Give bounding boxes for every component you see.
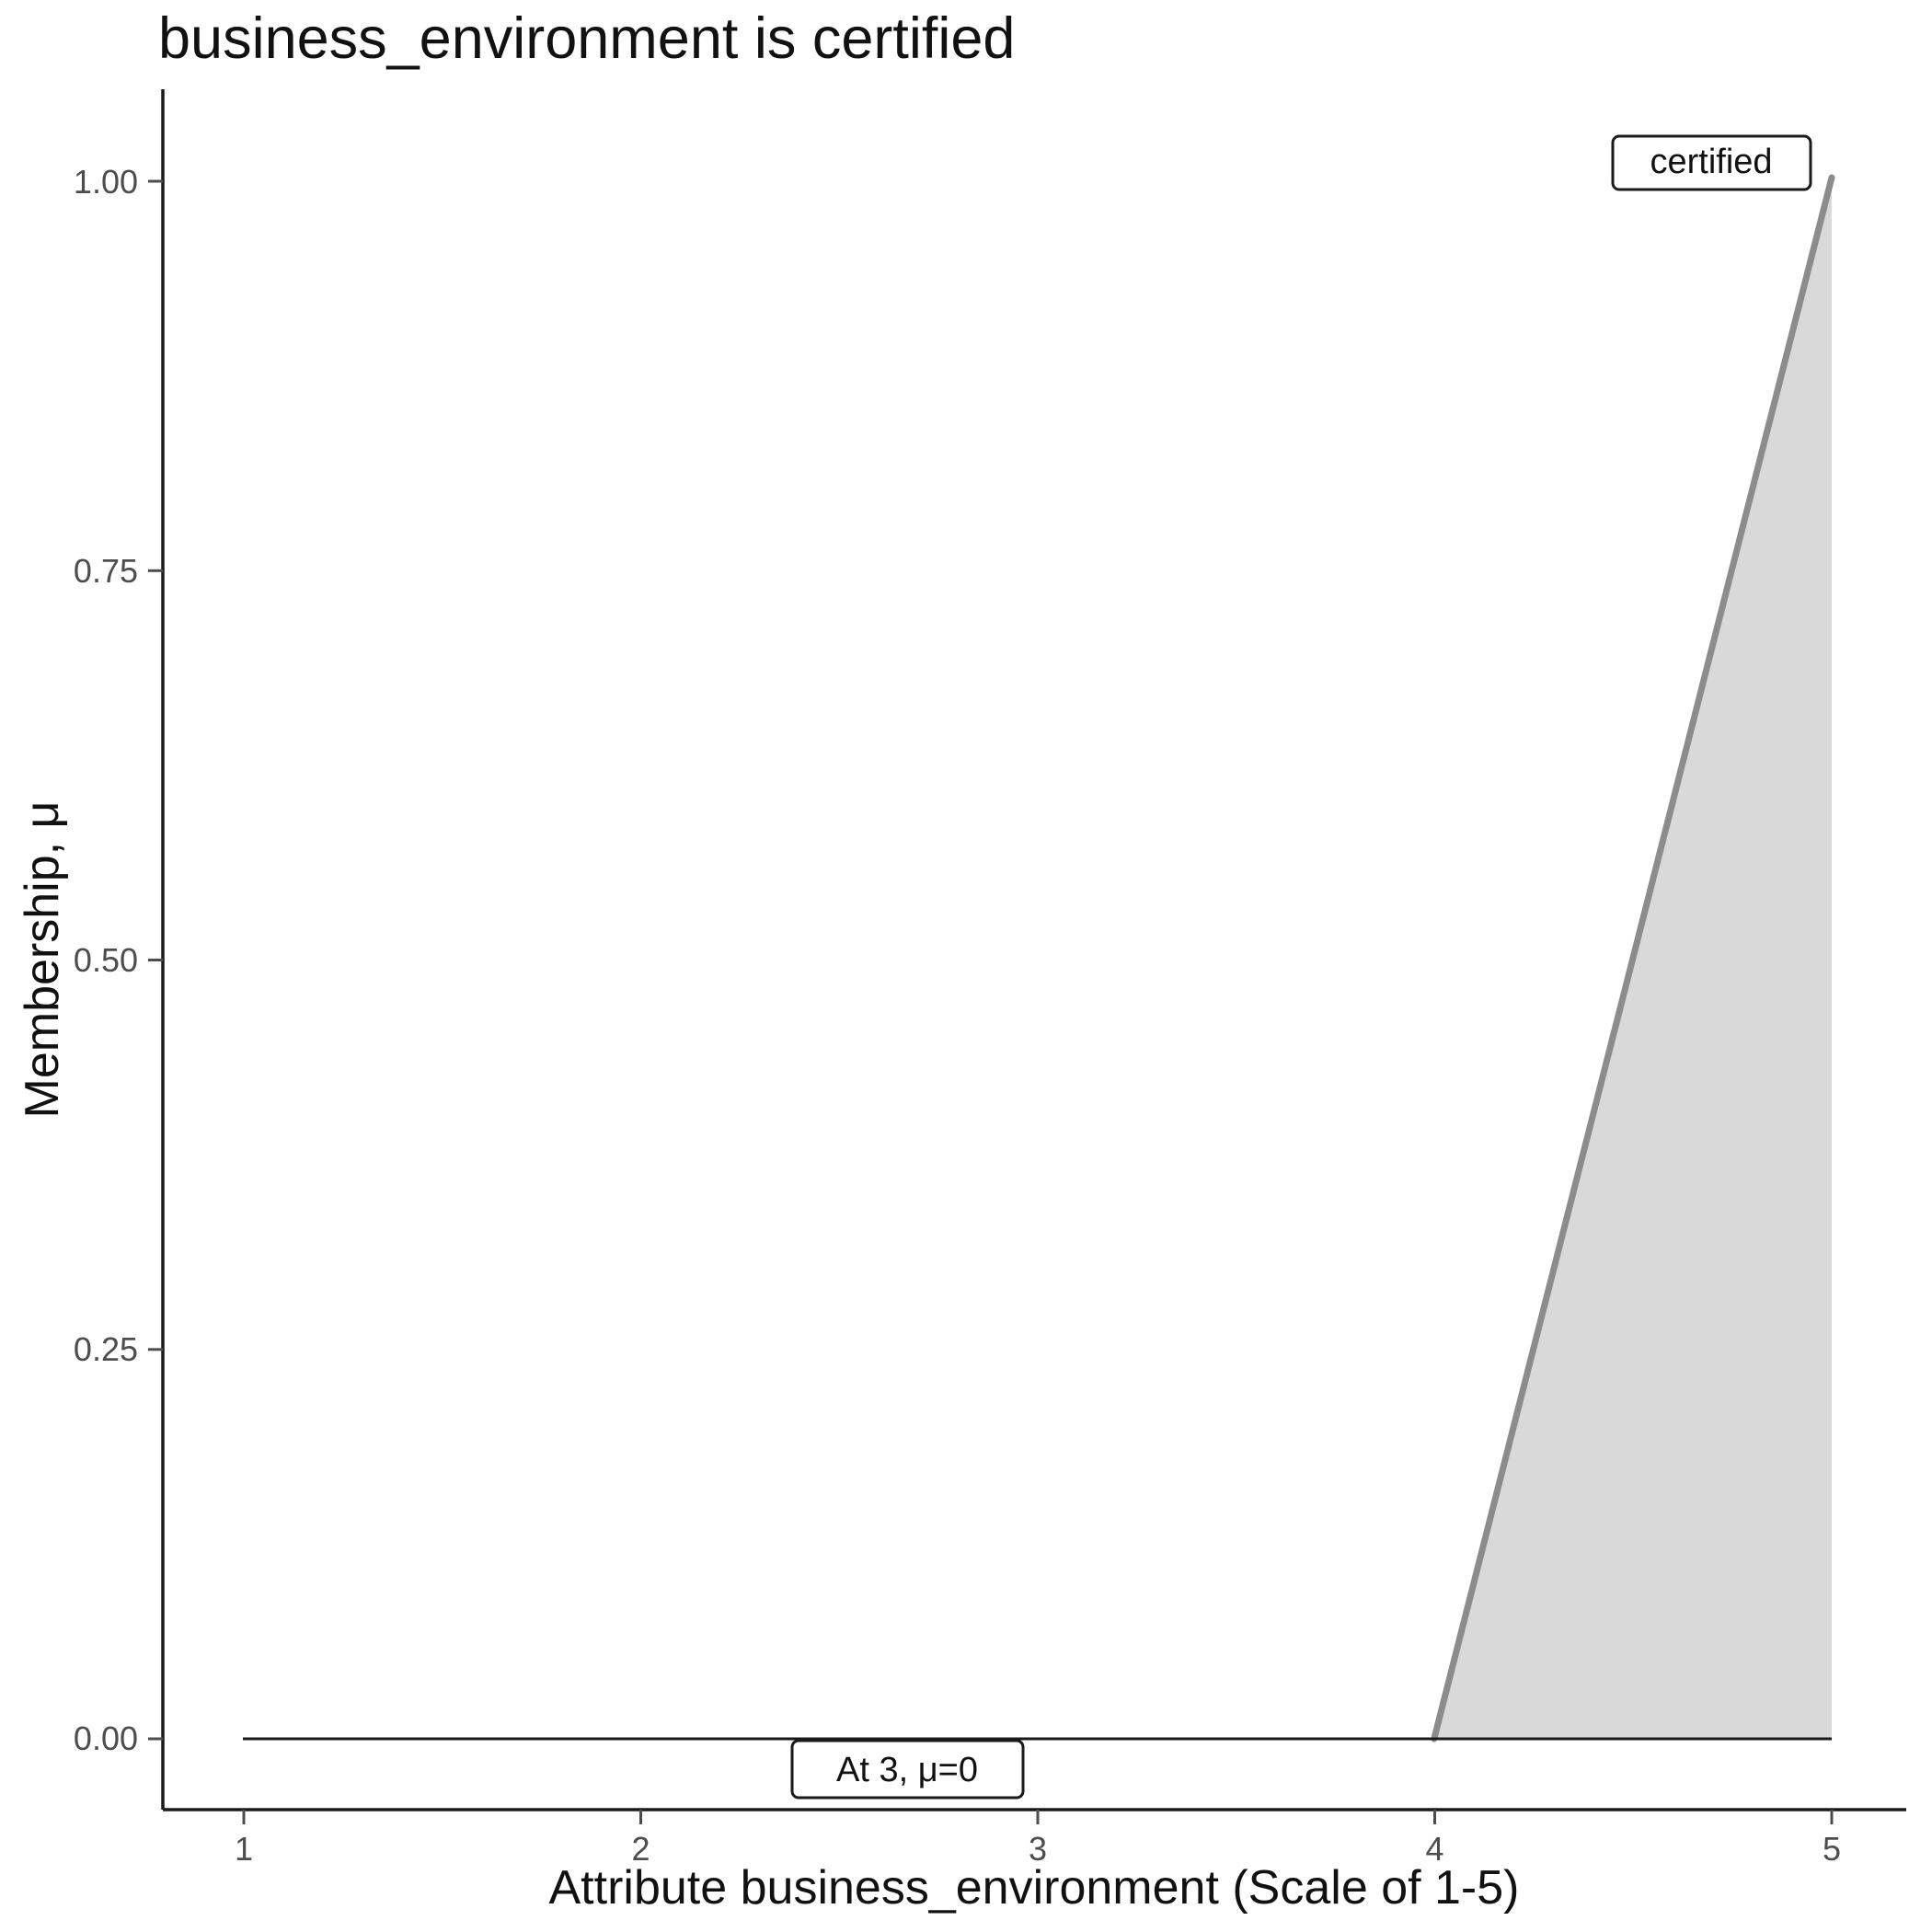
svg-text:1.00: 1.00 [74, 163, 138, 201]
svg-text:At 3, μ=0: At 3, μ=0 [836, 1751, 978, 1789]
svg-text:5: 5 [1823, 1830, 1841, 1868]
svg-text:certified: certified [1650, 143, 1772, 181]
svg-text:0.25: 0.25 [74, 1330, 138, 1368]
svg-text:0.50: 0.50 [74, 941, 138, 979]
svg-text:business_environment is certif: business_environment is certified [158, 6, 1015, 71]
svg-text:Attribute business_environment: Attribute business_environment (Scale of… [549, 1861, 1520, 1915]
svg-text:0.75: 0.75 [74, 552, 138, 590]
svg-text:1: 1 [235, 1830, 253, 1868]
svg-text:0.00: 0.00 [74, 1719, 138, 1757]
svg-text:Membership, μ: Membership, μ [16, 801, 69, 1119]
